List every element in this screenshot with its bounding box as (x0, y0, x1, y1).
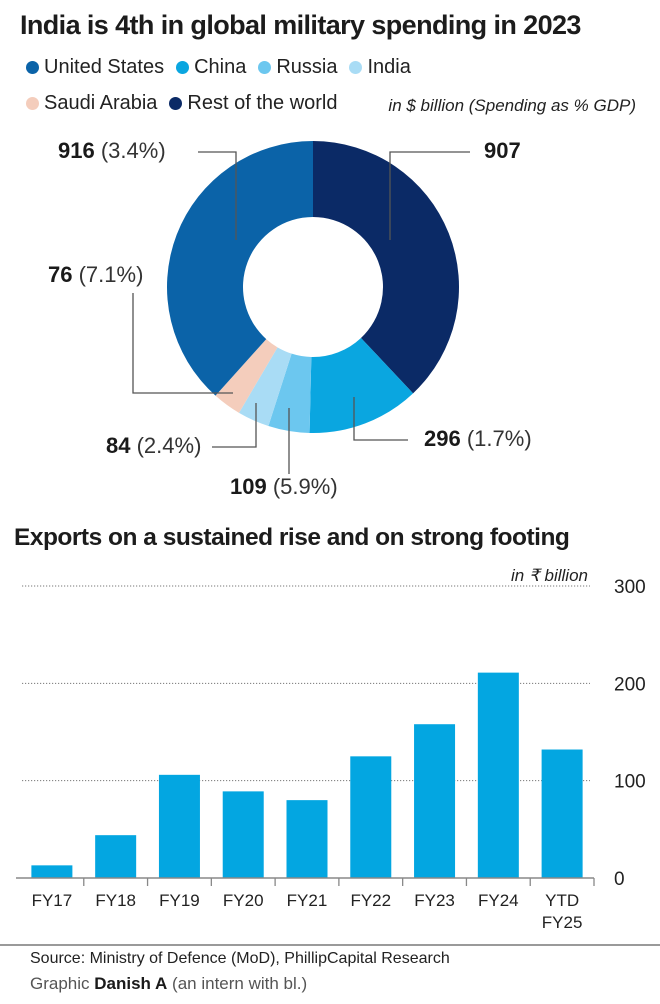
bar-fy23 (414, 724, 456, 878)
leader-line-saudi (132, 293, 233, 394)
legend-dot-icon (26, 61, 39, 74)
bar-fy20 (222, 791, 264, 878)
donut-slice-rest-of-the-world (313, 141, 459, 394)
graphic-credit: Graphic Danish A (an intern with bl.) (30, 974, 308, 993)
donut-unit-note: in $ billion (Spending as % GDP) (388, 96, 636, 115)
donut-slice-russia (268, 353, 312, 433)
x-axis (16, 877, 595, 886)
donut-chart (132, 141, 470, 474)
bar-fy22 (350, 756, 392, 878)
x-tick-label: YTD (545, 891, 579, 910)
source-note: Source: Ministry of Defence (MoD), Phill… (30, 950, 450, 967)
bar-fy24 (477, 672, 519, 878)
leader-line-china (353, 397, 408, 441)
legend-item-rest-of-world: Rest of the world (169, 92, 338, 115)
x-tick-label: FY25 (542, 913, 583, 932)
legend-row-2: Saudi Arabia Rest of the world (26, 92, 350, 115)
x-tick-label: FY17 (32, 891, 73, 910)
y-tick-label: 300 (614, 577, 646, 598)
y-tick-label: 0 (614, 869, 625, 890)
x-tick-labels: FY17 FY18 FY19 FY20 FY21 FY22 FY23 FY24 YTD FY25 (32, 891, 583, 932)
legend-item-russia: Russia (258, 56, 337, 79)
legend-dot-icon (349, 61, 363, 74)
bar-fy19 (158, 774, 200, 878)
callout-saudi-arabia: 76 (7.1%) (48, 262, 144, 287)
x-tick-label: FY23 (414, 891, 455, 910)
y-tick-label: 200 (614, 674, 646, 695)
legend-dot-icon (26, 97, 39, 110)
bar-fy18 (95, 835, 137, 878)
x-tick-label: FY20 (223, 891, 264, 910)
x-tick-label: FY18 (95, 891, 136, 910)
footer-divider (0, 944, 660, 946)
donut-slices (167, 141, 459, 433)
bar-chart-title: Exports on a sustained rise and on stron… (14, 524, 570, 551)
x-tick-label: FY19 (159, 891, 200, 910)
leader-line-us (198, 151, 237, 240)
bar-chart: FY17 FY18 FY19 FY20 FY21 FY22 FY23 FY24 YTDFY25 … (16, 577, 646, 932)
legend-dot-icon (176, 61, 190, 74)
x-tick-label: FY22 (350, 891, 391, 910)
y-tick-labels: 0 100 200 300 (614, 577, 646, 890)
bar-ytd-fy25 (541, 749, 583, 878)
y-tick-label: 100 (614, 772, 646, 793)
donut-slice-saudi-arabia (215, 339, 278, 413)
x-tick-label: FY21 (287, 891, 328, 910)
callout-russia: 109 (5.9%) (230, 474, 338, 499)
legend-dot-icon (169, 97, 183, 110)
leader-lines (132, 151, 470, 474)
legend-item-india: India (349, 56, 411, 79)
bar-fy21 (286, 800, 328, 878)
chart-title: India is 4th in global military spending… (20, 10, 581, 40)
x-tick-label: FY24 (478, 891, 519, 910)
bar-fy17 (31, 865, 73, 878)
callout-india: 84 (2.4%) (106, 433, 202, 458)
callout-china: 296 (1.7%) (424, 426, 532, 451)
callout-rest-of-world: 907 (484, 138, 521, 163)
legend-row-1: United States China Russia India (26, 56, 423, 79)
leader-line-row (389, 151, 470, 240)
legend-item-china: China (176, 56, 246, 79)
donut-slice-china (309, 337, 414, 433)
legend-item-united-states: United States (26, 56, 164, 79)
callout-us: 916 (3.4%) (58, 138, 166, 163)
bar-chart-unit: in ₹ billion (511, 566, 588, 585)
donut-slice-india (239, 347, 292, 427)
leader-line-india (212, 403, 257, 448)
legend-dot-icon (258, 61, 272, 74)
donut-slice-united-states (167, 141, 313, 396)
bars (31, 672, 583, 878)
legend-item-saudi-arabia: Saudi Arabia (26, 92, 157, 115)
